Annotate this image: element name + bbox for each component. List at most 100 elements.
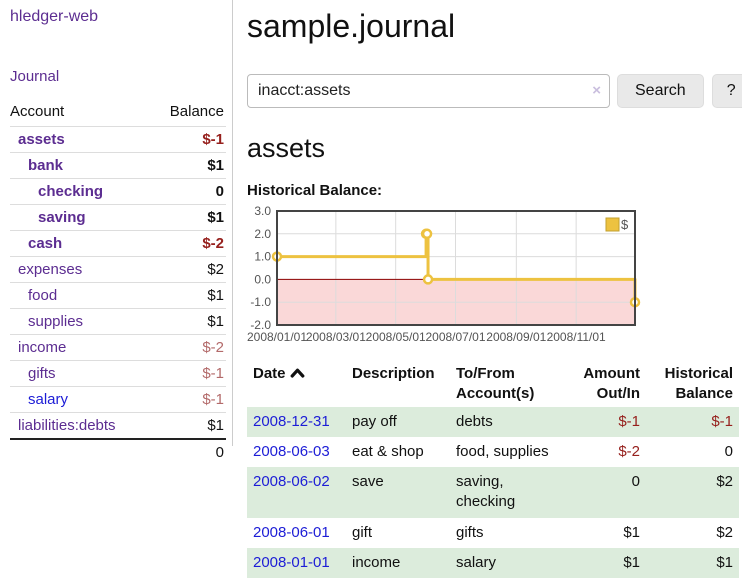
- accounts-table: Account Balance assets $-1 bank $1 checking 0…: [10, 101, 226, 465]
- register-table: Date Description To/From Account(s) Amount …: [247, 362, 739, 578]
- register-header-amount-out-in: Amount Out/In: [583, 365, 640, 403]
- register-row: 2008-12-31 pay off debts $-1 $-1: [247, 406, 739, 437]
- account-balance: $1: [150, 152, 226, 179]
- account-link[interactable]: expenses: [18, 261, 83, 278]
- svg-text:2008/05/01: 2008/05/01: [366, 330, 426, 344]
- transaction-accounts: saving, checking: [456, 473, 516, 511]
- account-link[interactable]: assets: [18, 131, 65, 148]
- account-balance: $-1: [150, 360, 226, 387]
- svg-text:2008/07/01: 2008/07/01: [425, 330, 485, 344]
- transaction-date-link[interactable]: 2008-06-01: [253, 523, 330, 541]
- transaction-date-link[interactable]: 2008-06-02: [253, 473, 330, 490]
- svg-text:0.0: 0.0: [254, 272, 271, 286]
- svg-text:-2.0: -2.0: [250, 318, 271, 332]
- svg-text:2.0: 2.0: [254, 227, 271, 241]
- account-row: checking 0: [10, 178, 226, 205]
- account-balance: $-2: [150, 334, 226, 361]
- register-header-historical-balance: Historical Balance: [664, 365, 733, 403]
- svg-text:2008/03/01: 2008/03/01: [306, 330, 366, 344]
- account-row: cash $-2: [10, 230, 226, 257]
- historical-balance-chart: 3.0 2.0 1.0 0.0 -1.0 -2.02008/01/012008/03/01…: [247, 204, 641, 344]
- sidebar-item-journal[interactable]: Journal: [10, 68, 60, 85]
- svg-text:1.0: 1.0: [254, 250, 271, 264]
- search-bar: × Search ?: [247, 74, 742, 108]
- transaction-balance: $2: [716, 523, 733, 541]
- transaction-accounts: gifts: [456, 523, 484, 541]
- transaction-accounts: food, supplies: [456, 442, 549, 460]
- transaction-amount: $-1: [618, 412, 640, 430]
- account-row: assets $-1: [10, 126, 226, 153]
- account-link[interactable]: salary: [28, 391, 69, 408]
- account-balance: $1: [150, 412, 226, 439]
- transaction-accounts: debts: [456, 412, 493, 430]
- transaction-description: save: [352, 473, 384, 490]
- sort-ascending-icon: [290, 365, 305, 385]
- account-link[interactable]: income: [18, 339, 67, 356]
- account-balance: $-1: [150, 386, 226, 413]
- transaction-balance: $-1: [711, 412, 733, 430]
- data-point-marker: [421, 228, 433, 240]
- transaction-balance: $2: [716, 473, 733, 490]
- account-link[interactable]: cash: [28, 235, 63, 252]
- account-row: gifts $-1: [10, 360, 226, 387]
- account-row: salary $-1: [10, 386, 226, 413]
- transaction-date-link[interactable]: 2008-12-31: [253, 412, 330, 430]
- transaction-description: income: [352, 553, 401, 571]
- svg-text:2008/09/01: 2008/09/01: [486, 330, 546, 344]
- account-row: supplies $1: [10, 308, 226, 335]
- accounts-total-value: 0: [150, 438, 226, 465]
- account-balance: $2: [150, 256, 226, 283]
- account-balance: $1: [150, 204, 226, 231]
- account-link[interactable]: liabilities:debts: [18, 417, 116, 434]
- transaction-description: eat & shop: [352, 442, 424, 460]
- account-row: liabilities:debts $1: [10, 412, 226, 439]
- help-button[interactable]: ?: [711, 74, 742, 108]
- legend-swatch: [605, 217, 620, 232]
- svg-text:2008/01/01: 2008/01/01: [247, 330, 307, 344]
- register-row: 2008-01-01 income salary $1 $1: [247, 547, 739, 578]
- account-balance: 0: [150, 178, 226, 205]
- register-table-body: 2008-12-31 pay off debts $-1 $-1 2008-06-03 ea…: [247, 406, 739, 578]
- accounts-total-row: 0: [10, 438, 226, 465]
- sidebar: hledger-web Journal Account Balance asse…: [0, 0, 233, 465]
- svg-text:-1.0: -1.0: [250, 295, 271, 309]
- register-row: 2008-06-02 save saving, checking 0 $2: [247, 467, 739, 518]
- svg-text:3.0: 3.0: [254, 204, 271, 218]
- transaction-amount: $1: [623, 523, 640, 541]
- accounts-header-account: Account: [10, 103, 65, 120]
- accounts-table-body: assets $-1 bank $1 checking 0 saving $1 cash $-2 e…: [10, 126, 226, 439]
- account-link[interactable]: checking: [38, 183, 104, 200]
- transaction-description: pay off: [352, 412, 397, 430]
- register-account-title: assets: [247, 133, 326, 163]
- account-link[interactable]: gifts: [28, 365, 56, 382]
- svg-text:2008/11/01: 2008/11/01: [547, 330, 606, 344]
- transaction-accounts: salary: [456, 553, 497, 571]
- clear-search-icon[interactable]: ×: [592, 82, 601, 99]
- search-input[interactable]: [247, 74, 610, 108]
- transaction-date-link[interactable]: 2008-01-01: [253, 553, 330, 571]
- account-balance: $1: [150, 282, 226, 309]
- register-row: 2008-06-01 gift gifts $1 $2: [247, 518, 739, 548]
- main-content: sample.journal × Search ? assets Histori…: [247, 0, 742, 578]
- account-row: income $-2: [10, 334, 226, 361]
- account-link[interactable]: saving: [38, 209, 86, 226]
- account-link[interactable]: bank: [28, 157, 64, 174]
- register-header-description: Description: [352, 365, 435, 382]
- app-brand-link[interactable]: hledger-web: [10, 8, 99, 25]
- search-button[interactable]: Search: [617, 74, 704, 108]
- account-row: bank $1: [10, 152, 226, 179]
- chart-title: Historical Balance:: [247, 182, 383, 199]
- transaction-amount: 0: [631, 473, 640, 490]
- register-header-date[interactable]: Date: [247, 362, 346, 407]
- register-header-row: Date Description To/From Account(s) Amount …: [247, 362, 739, 407]
- account-row: saving $1: [10, 204, 226, 231]
- account-balance: $-2: [150, 230, 226, 257]
- account-row: expenses $2: [10, 256, 226, 283]
- transaction-date-link[interactable]: 2008-06-03: [253, 442, 330, 460]
- account-link[interactable]: food: [28, 287, 58, 304]
- accounts-header-balance: Balance: [169, 103, 224, 120]
- account-link[interactable]: supplies: [28, 313, 84, 330]
- data-point-marker: [422, 274, 434, 285]
- page-title: sample.journal: [247, 8, 456, 44]
- transaction-description: gift: [352, 523, 373, 541]
